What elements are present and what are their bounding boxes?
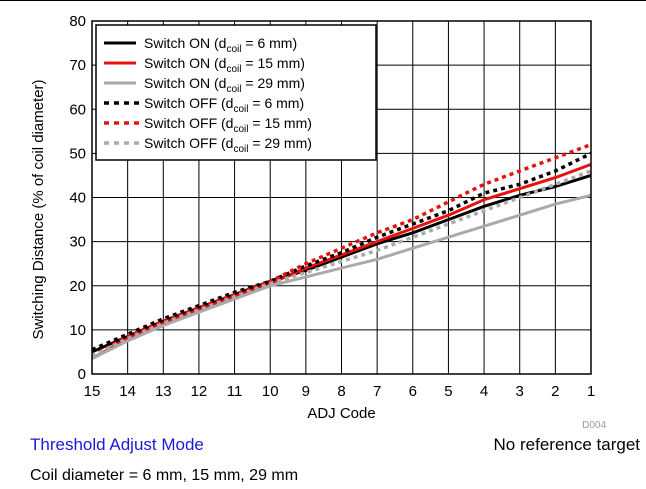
x-tick-labels: 15 14 13 12 11 10 9 8 7 6 5 4 3 2 1 bbox=[84, 383, 596, 400]
y-tick-label: 30 bbox=[69, 234, 86, 251]
mode-caption: Threshold Adjust Mode bbox=[30, 435, 204, 454]
x-tick-label: 1 bbox=[587, 383, 595, 400]
legend-entry: Switch OFF (dcoil = 29 mm) bbox=[144, 135, 312, 155]
y-tick-label: 80 bbox=[69, 13, 86, 30]
x-tick-label: 11 bbox=[227, 383, 243, 400]
x-tick-label: 8 bbox=[337, 383, 345, 400]
x-axis-title: ADJ Code bbox=[307, 405, 375, 422]
legend-entry: Switch OFF (dcoil = 6 mm) bbox=[144, 95, 304, 115]
x-tick-label: 15 bbox=[84, 383, 101, 400]
chart-legend: Switch ON (dcoil = 6 mm)Switch ON (dcoil… bbox=[95, 24, 377, 161]
y-tick-label: 0 bbox=[78, 366, 86, 383]
x-tick-label: 10 bbox=[262, 383, 279, 400]
series-line-1 bbox=[91, 173, 592, 354]
reference-caption: No reference target bbox=[493, 435, 640, 454]
y-axis-title: Switching Distance (% of coil diameter) bbox=[30, 79, 47, 339]
x-tick-label: 12 bbox=[191, 383, 208, 400]
coil-caption: Coil diameter = 6 mm, 15 mm, 29 mm bbox=[30, 467, 299, 484]
y-tick-labels: 0 10 20 30 40 50 60 70 80 bbox=[69, 13, 86, 383]
y-tick-label: 40 bbox=[69, 190, 86, 207]
legend-entry: Switch ON (dcoil = 29 mm) bbox=[144, 75, 305, 95]
x-tick-label: 13 bbox=[155, 383, 172, 400]
plot-frame bbox=[91, 20, 592, 375]
y-tick-label: 20 bbox=[69, 278, 86, 295]
legend-box bbox=[95, 24, 377, 161]
top-rule bbox=[0, 0, 646, 1]
legend-entry: Switch ON (dcoil = 6 mm) bbox=[144, 35, 297, 55]
y-tick-label: 50 bbox=[69, 145, 86, 162]
y-tick-label: 70 bbox=[69, 57, 86, 74]
x-tick-label: 4 bbox=[480, 383, 488, 400]
x-tick-label: 6 bbox=[409, 383, 417, 400]
x-tick-label: 2 bbox=[551, 383, 559, 400]
series-line-6 bbox=[91, 169, 592, 358]
x-tick-label: 9 bbox=[302, 383, 310, 400]
x-tick-label: 5 bbox=[444, 383, 452, 400]
x-tick-label: 3 bbox=[516, 383, 524, 400]
series-line-4 bbox=[91, 151, 592, 352]
y-tick-label: 60 bbox=[69, 101, 86, 118]
x-tick-label: 7 bbox=[373, 383, 381, 400]
x-tick-label: 14 bbox=[119, 383, 136, 400]
series-line-3 bbox=[91, 193, 592, 360]
series-line-5 bbox=[91, 142, 592, 358]
legend-entry: Switch OFF (dcoil = 15 mm) bbox=[144, 115, 312, 135]
legend-entry: Switch ON (dcoil = 15 mm) bbox=[144, 55, 305, 75]
chart-series bbox=[91, 142, 592, 360]
y-tick-label: 10 bbox=[69, 322, 86, 339]
figure-code: D004 bbox=[582, 420, 606, 430]
